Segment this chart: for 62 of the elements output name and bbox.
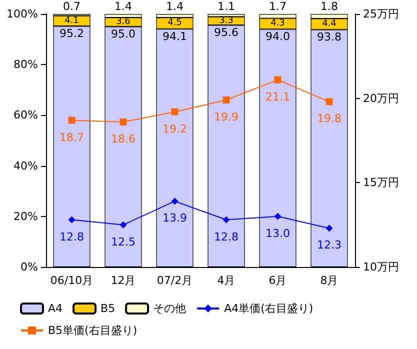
y-tick-label: 20% [14,210,38,223]
data-label: 19.8 [317,112,342,126]
x-tick-label: 6月 [268,274,287,287]
point [171,108,178,116]
data-label: 13.0 [266,226,290,240]
x-tick-label: 8月 [320,274,338,287]
data-label: 1.4 [114,0,132,13]
legend-label: B5単価(右目盛り) [48,324,138,337]
x-tick-label: 4月 [217,274,236,287]
data-label: 1.7 [269,0,286,13]
data-label: 95.0 [111,28,136,41]
y2-tick-label: 10万円 [363,260,399,274]
y2-tick-label: 20万円 [363,92,399,105]
data-label: 94.0 [266,30,290,44]
x-tick-label: 06/10月 [50,274,94,287]
data-label: 13.9 [162,212,187,225]
point [326,224,333,232]
y-tick-label: 0% [20,260,38,274]
data-label: 0.7 [63,0,80,13]
y-tick-label: 40% [14,159,38,172]
data-label: 1.1 [218,0,235,13]
legend-label: B5 [100,302,116,315]
data-label: 95.2 [60,27,84,40]
point [120,118,127,126]
data-label: 1.8 [320,0,338,13]
data-label: 12.5 [111,235,136,248]
x-tick-label: 07/2月 [156,274,193,287]
x-tick-label: 12月 [110,274,136,287]
y-tick-label: 100% [6,8,38,20]
point [68,116,76,124]
data-label: 21.1 [266,90,290,104]
data-label: 1.4 [166,0,184,13]
data-label: 4.1 [64,16,79,26]
data-label: 12.8 [60,230,84,244]
point [68,216,76,224]
y-tick-label: 60% [14,108,38,122]
data-label: 18.7 [60,130,84,144]
legend-label: その他 [153,302,186,315]
data-label: 4.3 [270,18,285,29]
data-label: 4.4 [322,19,337,30]
data-label: 19.9 [214,110,238,124]
legend-label: A4単価(右目盛り) [224,302,314,315]
data-label: 19.2 [162,122,187,136]
data-label: 12.3 [317,238,342,252]
point [222,216,230,224]
data-label: 18.6 [111,132,136,146]
y-tick-label: 80% [14,58,38,72]
point [171,198,178,205]
y2-tick-label: 15万円 [363,176,399,190]
point [222,96,230,104]
point [274,76,282,84]
point [274,212,282,220]
point [326,98,333,106]
data-label: 3.3 [219,16,234,26]
data-label: 12.8 [214,230,238,244]
point [120,221,127,228]
y2-tick-label: 25万円 [363,8,399,20]
data-label: 94.1 [162,30,187,43]
legend-label: A4 [48,302,63,315]
data-label: 93.8 [317,30,342,44]
data-label: 4.5 [168,18,182,28]
data-label: 95.6 [214,26,238,40]
